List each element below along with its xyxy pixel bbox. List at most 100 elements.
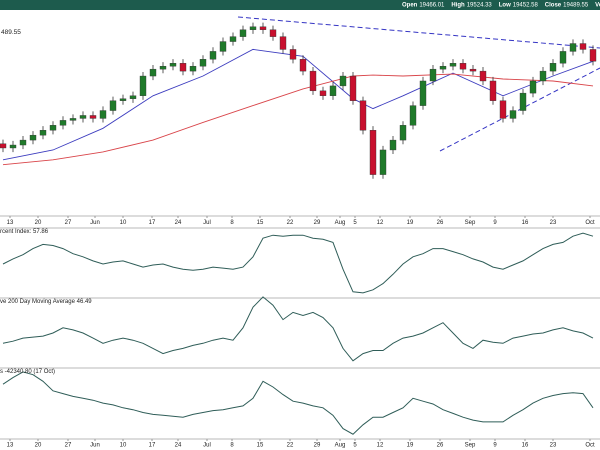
candle-body bbox=[9, 144, 17, 149]
x-tick-label: 20 bbox=[35, 443, 42, 449]
candle-body bbox=[119, 98, 127, 101]
header-label: Close bbox=[545, 3, 562, 9]
candle-body bbox=[249, 26, 257, 30]
candle-body bbox=[429, 68, 437, 82]
x-tick-label: Jul bbox=[203, 220, 211, 226]
x-tick-label: Jul bbox=[203, 443, 211, 449]
candle-body bbox=[539, 70, 547, 82]
candle-body bbox=[89, 115, 97, 119]
candle-body bbox=[0, 143, 7, 149]
candle-body bbox=[369, 130, 377, 175]
candle-body bbox=[219, 41, 227, 52]
indicator-line bbox=[2, 296, 594, 362]
candle-body bbox=[359, 100, 367, 131]
header-value: 19466.01 bbox=[419, 3, 445, 9]
trend-line bbox=[237, 16, 600, 49]
x-tick-label: 26 bbox=[437, 443, 444, 449]
candle-body bbox=[509, 110, 517, 119]
x-tick-label: Jun bbox=[90, 443, 100, 449]
candle-body bbox=[159, 65, 167, 70]
candle-body bbox=[49, 125, 57, 131]
candle-body bbox=[29, 134, 37, 141]
x-tick-label: Oct bbox=[585, 220, 595, 226]
x-tick-label: Aug bbox=[335, 220, 346, 226]
candle-body bbox=[569, 43, 577, 52]
candle-body bbox=[199, 59, 207, 67]
indicator-label: rcent Index: 57.86 bbox=[0, 229, 49, 235]
x-tick-label: 22 bbox=[287, 443, 294, 449]
x-tick-label: 12 bbox=[377, 220, 384, 226]
candle-body bbox=[229, 36, 237, 42]
x-tick-label: 27 bbox=[65, 443, 72, 449]
candle-body bbox=[519, 92, 527, 111]
x-tick-label: 13 bbox=[7, 443, 14, 449]
header-value: 19524.33 bbox=[467, 3, 493, 9]
candle-body bbox=[59, 120, 67, 126]
candle-body bbox=[449, 63, 457, 67]
header-value: 19489.55 bbox=[563, 3, 589, 9]
x-tick-label: Oct bbox=[585, 443, 595, 449]
candle-body bbox=[389, 139, 397, 151]
price-label-box bbox=[0, 28, 24, 37]
x-tick-label: 20 bbox=[35, 220, 42, 226]
x-tick-label: 22 bbox=[287, 220, 294, 226]
candle-body bbox=[559, 51, 567, 64]
x-tick-label: 10 bbox=[120, 220, 127, 226]
candle-body bbox=[79, 115, 87, 119]
candle-body bbox=[579, 43, 587, 50]
candle-body bbox=[99, 110, 107, 119]
x-tick-label: 9 bbox=[493, 220, 497, 226]
x-tick-label: 15 bbox=[257, 220, 264, 226]
candle-body bbox=[169, 63, 177, 67]
x-tick-label: 5 bbox=[353, 443, 357, 449]
x-tick-label: 16 bbox=[522, 220, 529, 226]
candle-body bbox=[419, 80, 427, 106]
candle-body bbox=[319, 90, 327, 96]
x-tick-label: Aug bbox=[335, 443, 346, 449]
indicator-label: s -42340.80 (17 Oct) bbox=[0, 369, 55, 375]
candle-body bbox=[239, 29, 247, 37]
header-label: Open bbox=[402, 3, 418, 9]
candle-body bbox=[409, 105, 417, 126]
header-label: Low bbox=[499, 3, 511, 9]
candle-body bbox=[339, 75, 347, 87]
candle-body bbox=[349, 75, 357, 101]
candle-body bbox=[279, 36, 287, 50]
header-label: Volume bbox=[595, 3, 600, 9]
x-tick-label: 24 bbox=[175, 220, 182, 226]
indicator-line bbox=[2, 232, 594, 294]
candle-body bbox=[129, 95, 137, 99]
candle-body bbox=[379, 149, 387, 175]
candle-body bbox=[209, 51, 217, 60]
x-tick-label: 27 bbox=[65, 220, 72, 226]
x-tick-label: 19 bbox=[407, 220, 414, 226]
candle-body bbox=[459, 63, 467, 70]
x-tick-label: 12 bbox=[377, 443, 384, 449]
candle-body bbox=[299, 59, 307, 72]
moving-average-line bbox=[2, 73, 594, 166]
x-tick-label: 19 bbox=[407, 443, 414, 449]
x-tick-label: 26 bbox=[437, 220, 444, 226]
x-tick-label: 23 bbox=[550, 443, 557, 449]
x-tick-label: 17 bbox=[149, 220, 156, 226]
x-tick-label: 29 bbox=[314, 443, 321, 449]
candle-body bbox=[439, 65, 447, 70]
x-tick-label: 5 bbox=[353, 220, 357, 226]
x-tick-label: 15 bbox=[257, 443, 264, 449]
x-tick-label: 9 bbox=[493, 443, 497, 449]
candle-body bbox=[309, 70, 317, 92]
x-tick-label: 29 bbox=[314, 220, 321, 226]
x-tick-label: Jun bbox=[90, 220, 100, 226]
candle-body bbox=[109, 100, 117, 111]
x-tick-label: 16 bbox=[522, 443, 529, 449]
candle-body bbox=[469, 68, 477, 72]
candle-body bbox=[39, 130, 47, 136]
candle-body bbox=[259, 26, 267, 30]
candle-body bbox=[549, 63, 557, 72]
price-label: 489.55 bbox=[1, 29, 21, 36]
x-tick-label: Sep bbox=[465, 220, 476, 226]
candle-body bbox=[69, 118, 77, 121]
